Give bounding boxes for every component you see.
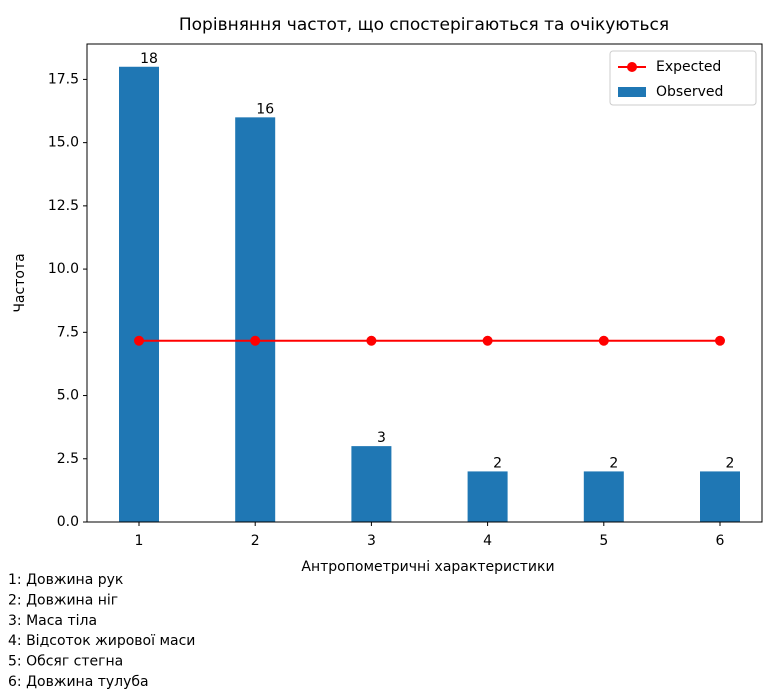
- legend-label: Observed: [656, 84, 723, 100]
- x-tick-label: 3: [367, 533, 376, 549]
- bar-value-label: 2: [493, 455, 502, 471]
- y-tick-label: 12.5: [48, 198, 79, 214]
- bar-value-label: 2: [726, 455, 735, 471]
- point: [598, 335, 609, 346]
- x-tick-label: 2: [251, 533, 260, 549]
- note: 5: Обсяг стегна: [8, 654, 123, 670]
- bar-value-label: 2: [609, 455, 618, 471]
- x-axis-label: Антропометричні характеристики: [301, 559, 554, 575]
- y-tick-label: 10.0: [48, 261, 79, 277]
- note: 2: Довжина ніг: [8, 592, 118, 608]
- point: [366, 335, 377, 346]
- note: 1: Довжина рук: [8, 572, 123, 588]
- y-axis-label: Частота: [12, 253, 28, 312]
- bar: [119, 66, 159, 522]
- bar: [235, 117, 276, 522]
- y-tick-label: 15.0: [48, 135, 79, 151]
- bar-value-label: 16: [256, 101, 274, 117]
- plot-frame: [86, 43, 763, 523]
- legend-label: Expected: [656, 59, 721, 75]
- x-tick-label: 6: [716, 533, 725, 549]
- y-tick-label: 7.5: [57, 324, 79, 340]
- point: [134, 335, 144, 346]
- point: [715, 335, 725, 346]
- bar: [700, 471, 740, 522]
- y-tick-label: 17.5: [48, 71, 79, 87]
- bar-value-label: 3: [377, 430, 386, 446]
- x-tick-label: 4: [483, 533, 492, 549]
- x-tick-label: 5: [599, 533, 608, 549]
- note: 6: Довжина тулуба: [8, 674, 149, 689]
- y-tick-label: 2.5: [57, 451, 79, 467]
- chart-title: Порівняння частот, що спостерігаються та…: [179, 15, 669, 35]
- x-tick-label: 1: [135, 533, 144, 549]
- y-tick-label: 5.0: [57, 388, 79, 404]
- point: [482, 335, 493, 346]
- legend-box: [609, 50, 757, 106]
- bar: [351, 446, 392, 522]
- bar: [467, 471, 508, 522]
- note: 4: Відсоток жирової маси: [8, 633, 195, 649]
- bar: [583, 471, 624, 522]
- y-tick-label: 0.0: [57, 514, 79, 530]
- bar-value-label: 18: [140, 51, 158, 67]
- legend-marker: [627, 62, 637, 72]
- note: 3: Маса тіла: [8, 613, 97, 629]
- point: [250, 335, 261, 346]
- legend-swatch: [618, 87, 646, 97]
